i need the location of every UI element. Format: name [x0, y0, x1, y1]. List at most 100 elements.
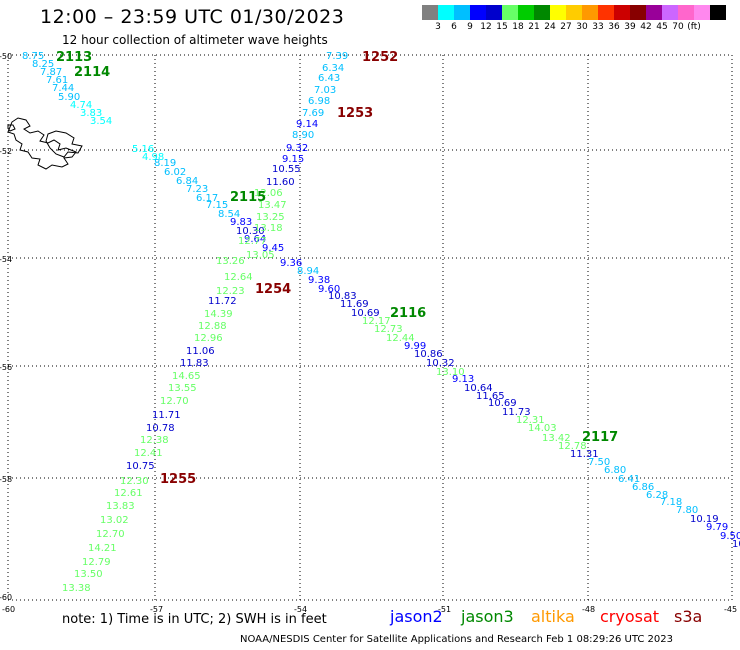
lat-tick-label: -50	[0, 52, 12, 61]
wave-height-value: 13.18	[254, 223, 283, 234]
wave-height-value: 13.02	[100, 515, 129, 526]
wave-height-value: 10.69	[351, 308, 380, 319]
wave-height-value: 7.15	[206, 200, 228, 211]
wave-height-value: 13.50	[74, 569, 103, 580]
wave-height-value: 6.34	[322, 63, 344, 74]
wave-height-value: 7.18	[660, 497, 682, 508]
lon-tick-label: -48	[582, 605, 595, 614]
map-grid	[7, 54, 733, 601]
wave-height-value: 13.38	[62, 583, 91, 594]
pass-number-label: 1252	[362, 50, 398, 65]
wave-height-value: 7.03	[314, 85, 336, 96]
wave-height-value: 12.23	[216, 286, 245, 297]
wave-height-value: 12.79	[82, 557, 111, 568]
wave-height-value: 10.86	[414, 349, 443, 360]
colorbar-label: 36	[608, 22, 620, 32]
colorbar-swatch	[470, 5, 486, 20]
credit-footer: NOAA/NESDIS Center for Satellite Applica…	[240, 634, 673, 645]
colorbar-swatch	[454, 5, 470, 20]
wave-height-value: 9.45	[262, 243, 284, 254]
wave-height-value: 12.06	[254, 188, 283, 199]
colorbar-label: 6	[451, 22, 457, 32]
wave-height-value: 12.88	[198, 321, 227, 332]
wave-height-value: 11.72	[208, 296, 237, 307]
wave-height-value: 9.83	[230, 217, 252, 228]
wave-height-value: 8.54	[218, 209, 240, 220]
map-subtitle: 12 hour collection of altimeter wave hei…	[62, 33, 328, 47]
wave-height-value: 10.69	[488, 398, 517, 409]
wave-height-value: 13.10	[436, 367, 465, 378]
colorbar-label: (ft)	[687, 22, 701, 32]
legend-jason2: jason2	[390, 607, 443, 626]
lon-tick-label: -54	[294, 605, 307, 614]
wave-height-value: 6.98	[308, 96, 330, 107]
wave-height-value: 9.13	[452, 374, 474, 385]
colorbar-swatch	[534, 5, 550, 20]
wave-height-value: 6.86	[632, 482, 654, 493]
wave-height-value: 10.83	[328, 291, 357, 302]
colorbar-swatch	[566, 5, 582, 20]
pass-number-label: 1253	[337, 106, 373, 121]
wave-height-value: 13.83	[106, 501, 135, 512]
wave-height-value: 10.75	[126, 461, 155, 472]
wave-height-value: 11.73	[502, 407, 531, 418]
wave-height-value: 12.73	[374, 324, 403, 335]
wave-height-value: 10.55	[272, 164, 301, 175]
map-frame	[7, 54, 733, 601]
wave-height-value: 12.64	[224, 272, 253, 283]
wave-height-value: 9.60	[318, 284, 340, 295]
wave-height-value: 3.54	[90, 116, 112, 127]
wave-height-value: 5.90	[58, 92, 80, 103]
colorbar-swatch	[646, 5, 662, 20]
colorbar-swatch	[598, 5, 614, 20]
wave-height-value: 10	[732, 539, 740, 550]
colorbar-swatch	[486, 5, 502, 20]
colorbar-label: 33	[592, 22, 604, 32]
wave-height-value: 6.41	[618, 474, 640, 485]
wave-height-value: 4.74	[70, 100, 92, 111]
wave-height-value: 11.06	[186, 346, 215, 357]
colorbar-label: 12	[480, 22, 492, 32]
wave-height-value: 12.96	[194, 333, 223, 344]
colorbar-label: 39	[624, 22, 636, 32]
wave-height-value: 9.36	[280, 258, 302, 269]
wave-height-value: 9.99	[404, 341, 426, 352]
colorbar-swatch	[518, 5, 534, 20]
latitude-tick-labels: -50 -52 -54 -56 -58 -60	[0, 52, 12, 602]
wave-height-value: 4.98	[142, 152, 164, 163]
pass-number-label: 2115	[230, 190, 266, 205]
colorbar-swatch	[630, 5, 646, 20]
lat-tick-label: -54	[0, 255, 12, 264]
legend-jason3: jason3	[461, 607, 514, 626]
wave-height-value: 8.90	[292, 130, 314, 141]
wave-height-value: 14.39	[204, 309, 233, 320]
wave-height-value: 6.28	[646, 490, 668, 501]
wave-height-value: 13.05	[246, 250, 275, 261]
wave-height-value: 11.60	[266, 177, 295, 188]
longitude-tick-labels: -60 -57 -54 -51 -48 -45	[2, 605, 737, 614]
wave-height-value: 14.21	[88, 543, 117, 554]
wave-height-value: 12.61	[114, 488, 143, 499]
wave-height-value: 10.19	[690, 514, 719, 525]
wave-height-value: 9.15	[282, 154, 304, 165]
pass-number-label: 2114	[74, 65, 110, 80]
wave-height-value: 12.38	[140, 435, 169, 446]
colorbar-swatch	[710, 5, 726, 20]
wave-height-value: 13.25	[256, 212, 285, 223]
wave-height-value: 9.50	[720, 531, 740, 542]
units-note: note: 1) Time is in UTC; 2) SWH is in fe…	[62, 612, 327, 627]
lon-tick-label: -60	[2, 605, 15, 614]
wave-height-value: 7.44	[52, 83, 74, 94]
pass-number-label: 2116	[390, 306, 426, 321]
wave-height-value: 13.55	[168, 383, 197, 394]
wave-height-value: 12.70	[96, 529, 125, 540]
colorbar-swatch	[438, 5, 454, 20]
pass-number-label: 2113	[56, 50, 92, 65]
wave-height-value: 13.47	[258, 200, 287, 211]
wave-height-value: 3.83	[80, 108, 102, 119]
wave-height-value: 7.23	[186, 184, 208, 195]
lat-tick-label: -56	[0, 363, 12, 372]
wave-height-value: 7.80	[676, 505, 698, 516]
